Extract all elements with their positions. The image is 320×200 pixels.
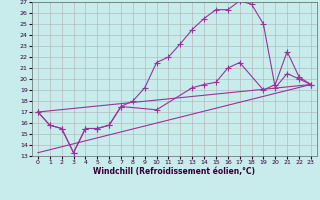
X-axis label: Windchill (Refroidissement éolien,°C): Windchill (Refroidissement éolien,°C) (93, 167, 255, 176)
